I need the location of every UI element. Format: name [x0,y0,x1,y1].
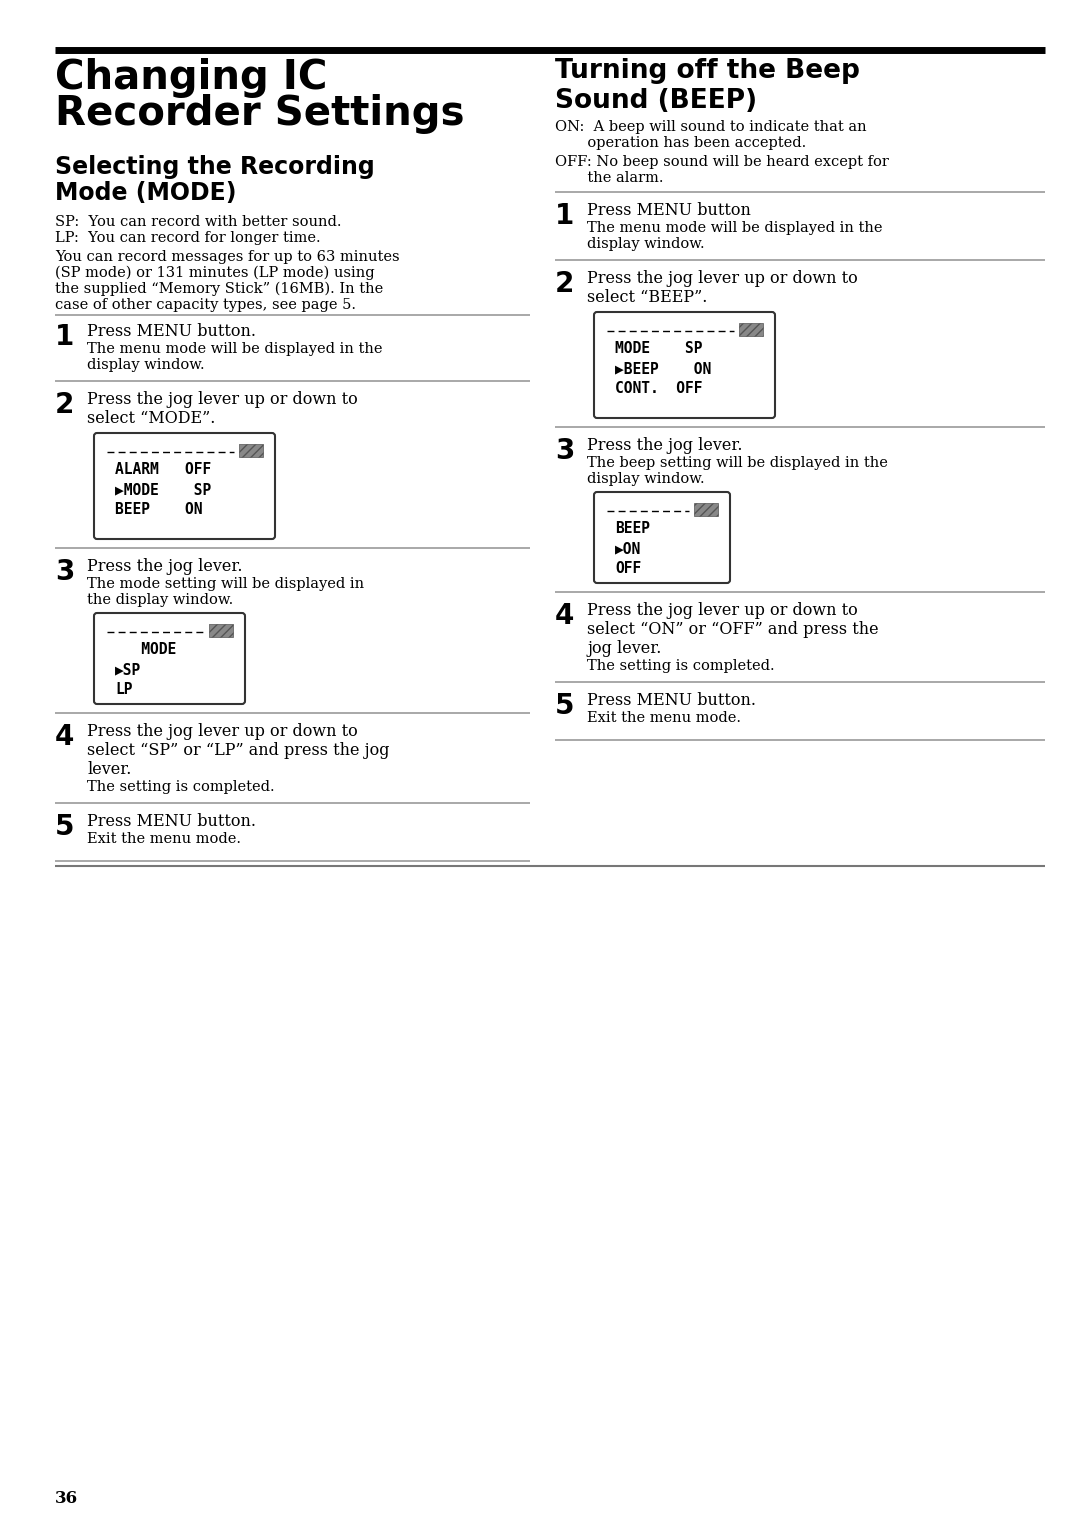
Text: ▶SP: ▶SP [114,662,141,677]
Text: Press the jog lever up or down to: Press the jog lever up or down to [87,723,357,740]
Text: LP: LP [114,682,133,697]
Text: 3: 3 [55,558,75,586]
Text: display window.: display window. [588,472,704,486]
Text: Press the jog lever up or down to: Press the jog lever up or down to [588,271,858,287]
Text: Selecting the Recording: Selecting the Recording [55,154,375,179]
Text: OFF: No beep sound will be heard except for: OFF: No beep sound will be heard except … [555,154,889,170]
Text: The mode setting will be displayed in: The mode setting will be displayed in [87,576,364,592]
Text: MODE    SP: MODE SP [615,341,702,356]
Bar [210,624,233,638]
Text: 3: 3 [555,437,575,465]
Text: 36: 36 [55,1489,78,1508]
Text: 2: 2 [55,391,75,419]
Text: OFF: OFF [615,561,642,576]
Text: the supplied “Memory Stick” (16MB). In the: the supplied “Memory Stick” (16MB). In t… [55,281,383,297]
Text: 5: 5 [555,693,575,720]
Text: Press MENU button.: Press MENU button. [87,323,256,339]
Text: BEEP: BEEP [615,521,650,537]
FancyBboxPatch shape [94,433,275,540]
Text: Press the jog lever.: Press the jog lever. [588,437,743,454]
Text: Press MENU button: Press MENU button [588,202,751,219]
Text: select “ON” or “OFF” and press the: select “ON” or “OFF” and press the [588,621,879,638]
Bar [739,323,762,336]
Text: Exit the menu mode.: Exit the menu mode. [588,711,741,725]
Text: The menu mode will be displayed in the: The menu mode will be displayed in the [588,222,882,235]
Text: SP:  You can record with better sound.: SP: You can record with better sound. [55,216,341,229]
Text: Recorder Settings: Recorder Settings [55,93,464,135]
Text: operation has been accepted.: operation has been accepted. [555,136,807,150]
Text: the display window.: the display window. [87,593,233,607]
Text: The setting is completed.: The setting is completed. [588,659,774,673]
Text: ▶ON: ▶ON [615,541,642,557]
FancyBboxPatch shape [594,492,730,583]
FancyBboxPatch shape [594,312,775,417]
Text: select “MODE”.: select “MODE”. [87,410,215,427]
Text: 1: 1 [55,323,75,352]
Text: The menu mode will be displayed in the: The menu mode will be displayed in the [87,342,382,356]
Text: display window.: display window. [588,237,704,251]
Text: Press the jog lever up or down to: Press the jog lever up or down to [87,391,357,408]
FancyBboxPatch shape [94,613,245,703]
Text: Press the jog lever up or down to: Press the jog lever up or down to [588,602,858,619]
Text: display window.: display window. [87,358,204,372]
Text: ▶MODE    SP: ▶MODE SP [114,482,212,497]
Text: the alarm.: the alarm. [555,171,663,185]
Text: (SP mode) or 131 minutes (LP mode) using: (SP mode) or 131 minutes (LP mode) using [55,266,375,280]
Text: Press the jog lever.: Press the jog lever. [87,558,243,575]
Text: 2: 2 [555,271,575,298]
Text: case of other capacity types, see page 5.: case of other capacity types, see page 5… [55,298,356,312]
Text: select “BEEP”.: select “BEEP”. [588,289,707,306]
Bar [239,443,264,457]
Text: ▶BEEP    ON: ▶BEEP ON [615,361,712,376]
Text: CONT.  OFF: CONT. OFF [615,381,702,396]
Text: MODE: MODE [114,642,176,657]
Text: 1: 1 [555,202,575,229]
Text: 4: 4 [555,602,575,630]
Text: The setting is completed.: The setting is completed. [87,780,274,794]
Text: Turning off the Beep: Turning off the Beep [555,58,860,84]
Text: Changing IC: Changing IC [55,58,327,98]
Text: LP:  You can record for longer time.: LP: You can record for longer time. [55,231,321,245]
Text: Sound (BEEP): Sound (BEEP) [555,89,757,115]
Text: Exit the menu mode.: Exit the menu mode. [87,832,241,846]
Text: BEEP    ON: BEEP ON [114,502,203,517]
Text: lever.: lever. [87,761,132,778]
Text: 5: 5 [55,813,75,841]
Text: Mode (MODE): Mode (MODE) [55,180,237,205]
Bar [694,503,718,515]
Text: jog lever.: jog lever. [588,641,661,657]
Text: ON:  A beep will sound to indicate that an: ON: A beep will sound to indicate that a… [555,119,866,135]
Text: ALARM   OFF: ALARM OFF [114,462,212,477]
Text: select “SP” or “LP” and press the jog: select “SP” or “LP” and press the jog [87,742,390,758]
Text: You can record messages for up to 63 minutes: You can record messages for up to 63 min… [55,251,400,265]
Text: 4: 4 [55,723,75,751]
Text: Press MENU button.: Press MENU button. [588,693,756,709]
Text: Press MENU button.: Press MENU button. [87,813,256,830]
Text: The beep setting will be displayed in the: The beep setting will be displayed in th… [588,456,888,469]
